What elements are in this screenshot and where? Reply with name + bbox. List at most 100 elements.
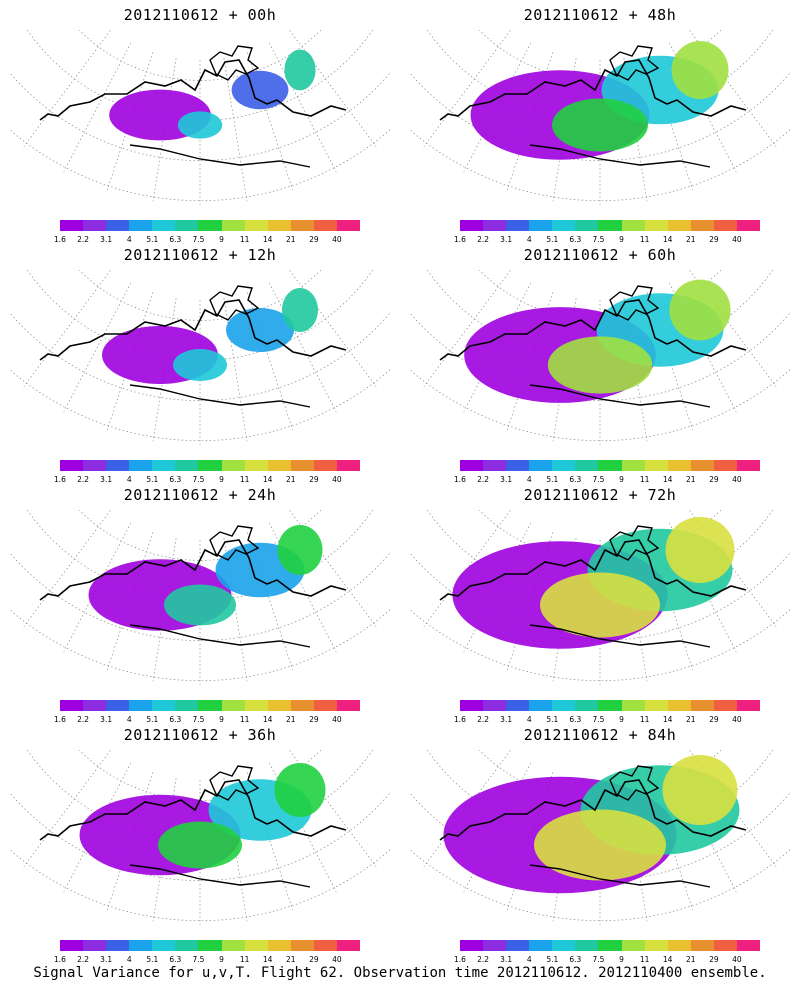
colorbar-label: 40 xyxy=(332,235,342,244)
colorbar-label: 40 xyxy=(732,715,742,724)
colorbar-swatch xyxy=(267,460,291,471)
colorbar-label: 4 xyxy=(126,715,132,724)
variance-shading xyxy=(231,70,289,110)
colorbar-swatch xyxy=(221,700,245,711)
colorbar-label: 7.5 xyxy=(592,235,605,244)
colorbar-label: 11 xyxy=(639,955,650,964)
colorbar-label: 2.2 xyxy=(477,235,490,244)
colorbar-swatch xyxy=(690,220,714,231)
colorbar-swatch xyxy=(529,700,553,711)
colorbar-swatch xyxy=(175,700,199,711)
colorbar-swatch xyxy=(290,460,314,471)
polar-map xyxy=(10,510,390,685)
colorbar-swatch xyxy=(83,700,107,711)
colorbar-label: 11 xyxy=(639,715,650,724)
colorbar-swatch xyxy=(713,460,737,471)
colorbar-swatch xyxy=(152,940,176,951)
colorbar-label: 9 xyxy=(619,235,624,244)
colorbar-swatch xyxy=(267,700,291,711)
colorbar-swatch xyxy=(713,700,737,711)
colorbar-swatch xyxy=(460,700,484,711)
colorbar-swatch xyxy=(529,460,553,471)
variance-shading xyxy=(552,98,648,152)
polar-map xyxy=(410,750,790,925)
colorbar-label: 21 xyxy=(685,715,696,724)
longitude-gridline xyxy=(223,58,248,202)
colorbar-label: 3.1 xyxy=(100,235,113,244)
variance-shading xyxy=(534,809,666,881)
longitude-gridline xyxy=(423,270,511,387)
colorbar-swatch xyxy=(736,220,761,231)
variance-shading xyxy=(665,517,735,583)
colorbar-label: 40 xyxy=(732,955,742,964)
colorbar-label: 40 xyxy=(332,475,342,484)
colorbar-label: 6.3 xyxy=(569,955,582,964)
colorbar-label: 4 xyxy=(126,475,132,484)
map-panel: 2012110612 + 48h 1.6 2.2 3.1 4 5.1 6.3 7.5 9 11 14… xyxy=(400,0,800,244)
colorbar-swatch xyxy=(244,940,268,951)
colorbar xyxy=(460,460,761,471)
coastline xyxy=(39,779,347,841)
variance-shading xyxy=(277,525,323,575)
colorbar-swatch xyxy=(106,220,130,231)
coastline xyxy=(529,864,711,888)
colorbar-label: 9 xyxy=(219,235,224,244)
variance-shading xyxy=(164,584,236,626)
polar-map xyxy=(410,510,790,685)
colorbar-label: 7.5 xyxy=(592,475,605,484)
panel-title: 2012110612 + 48h xyxy=(523,6,677,24)
colorbar-swatch xyxy=(506,940,530,951)
colorbar-swatch xyxy=(506,460,530,471)
colorbar-swatch xyxy=(552,460,576,471)
longitude-gridline xyxy=(23,750,111,867)
colorbar-label: 6.3 xyxy=(169,475,182,484)
colorbar-label: 40 xyxy=(732,475,742,484)
polar-map xyxy=(10,750,390,925)
colorbar-swatch xyxy=(60,700,84,711)
colorbar-label: 11 xyxy=(239,235,250,244)
colorbar-swatch xyxy=(83,460,107,471)
colorbar-swatch xyxy=(736,940,761,951)
colorbar-swatch xyxy=(575,940,599,951)
coastline xyxy=(529,144,711,168)
colorbar-label: 5.1 xyxy=(546,955,559,964)
colorbar-label: 7.5 xyxy=(192,715,205,724)
colorbar-swatch xyxy=(667,940,691,951)
colorbar-label: 5.1 xyxy=(146,715,159,724)
longitude-gridline xyxy=(268,282,337,412)
colorbar-swatch xyxy=(106,460,130,471)
colorbar-swatch xyxy=(621,940,645,951)
colorbar-labels: 1.6 2.2 3.1 4 5.1 6.3 7.5 9 11 14 21 29 40 xyxy=(454,715,760,725)
polar-map xyxy=(410,270,790,445)
panel-title: 2012110612 + 24h xyxy=(123,486,277,504)
coastline xyxy=(39,299,347,361)
colorbar-swatch xyxy=(621,460,645,471)
longitude-gridline xyxy=(268,42,337,172)
colorbar-label: 14 xyxy=(662,475,673,484)
colorbar-swatch xyxy=(336,220,361,231)
colorbar-swatch xyxy=(129,940,153,951)
colorbar-swatch xyxy=(313,220,337,231)
longitude-gridline xyxy=(23,30,111,147)
archipelago-coastline xyxy=(609,765,660,801)
colorbar-swatch xyxy=(575,700,599,711)
colorbar-swatch xyxy=(621,220,645,231)
colorbar-label: 5.1 xyxy=(146,235,159,244)
panel-title: 2012110612 + 36h xyxy=(123,726,277,744)
colorbar-swatch xyxy=(313,460,337,471)
colorbar-swatch xyxy=(129,220,153,231)
colorbar-swatch xyxy=(690,940,714,951)
polar-map xyxy=(410,30,790,205)
colorbar-swatch xyxy=(313,940,337,951)
colorbar-swatch xyxy=(83,940,107,951)
colorbar-label: 1.6 xyxy=(454,715,466,724)
coastline xyxy=(439,299,747,361)
colorbar-swatch xyxy=(221,940,245,951)
colorbar-label: 29 xyxy=(709,715,719,724)
colorbar-swatch xyxy=(713,220,737,231)
colorbar-swatch xyxy=(244,700,268,711)
colorbar-swatch xyxy=(290,700,314,711)
colorbar-label: 21 xyxy=(285,955,296,964)
colorbar-label: 2.2 xyxy=(477,955,490,964)
longitude-gridline xyxy=(423,30,511,147)
